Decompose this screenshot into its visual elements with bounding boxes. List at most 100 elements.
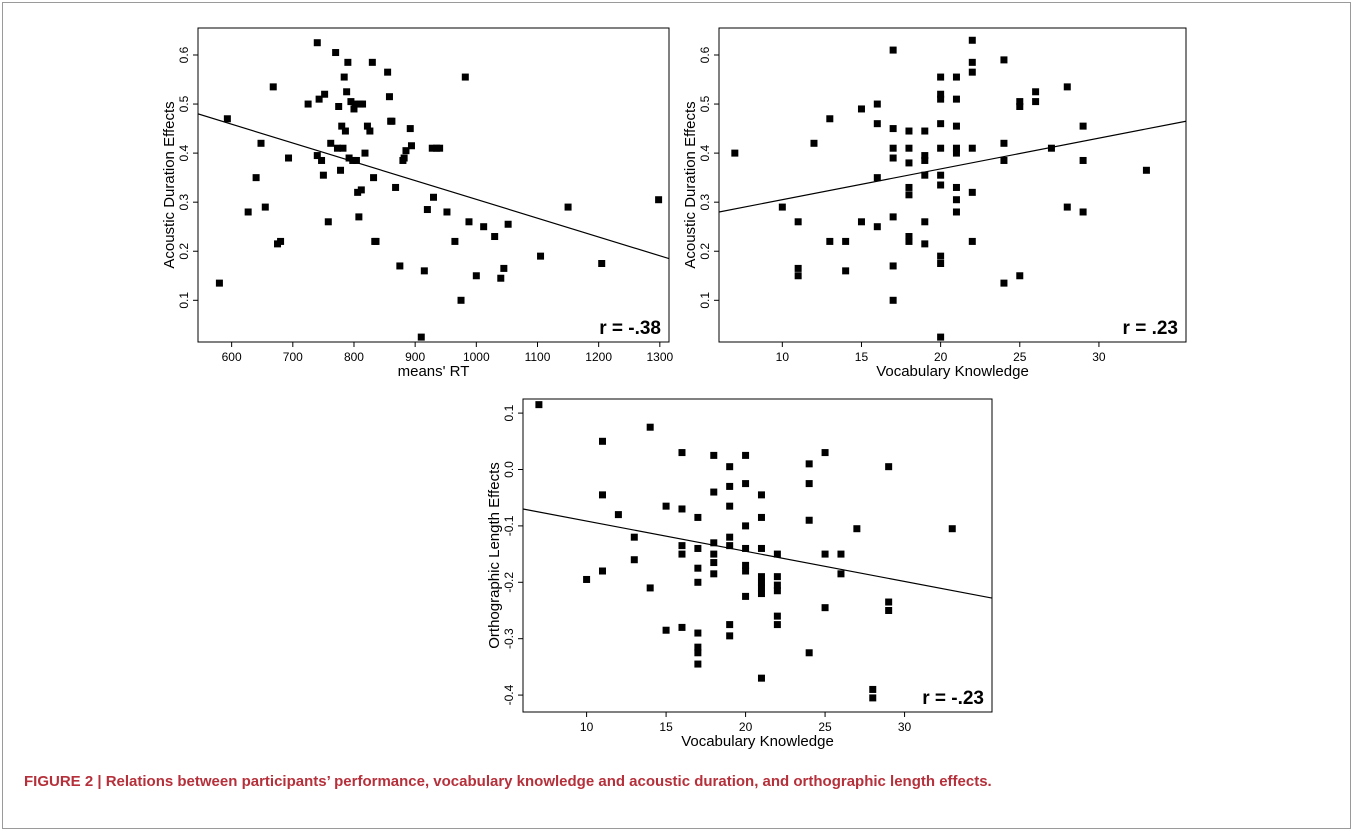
data-point	[710, 451, 718, 459]
data-point	[742, 544, 750, 552]
data-point	[564, 203, 572, 211]
data-point	[1079, 156, 1087, 164]
data-point	[285, 154, 293, 162]
data-point	[889, 144, 897, 152]
data-point	[344, 58, 352, 66]
data-point	[363, 122, 371, 130]
data-point	[842, 267, 850, 275]
data-point	[885, 463, 893, 471]
data-point	[937, 144, 945, 152]
plot-frame	[197, 27, 670, 343]
y-axis-label: Acoustic Duration Effects	[682, 101, 699, 268]
data-point	[366, 127, 374, 135]
data-point	[598, 437, 606, 445]
data-point	[731, 149, 739, 157]
data-point	[319, 171, 327, 179]
x-tick-label: 30	[1092, 350, 1106, 364]
data-point	[451, 237, 459, 245]
data-point	[343, 88, 351, 96]
data-point	[710, 539, 718, 547]
data-point	[406, 125, 414, 133]
data-point	[1142, 166, 1150, 174]
data-point	[837, 550, 845, 558]
data-point	[805, 516, 813, 524]
data-point	[921, 171, 929, 179]
data-point	[1016, 98, 1024, 106]
data-point	[921, 218, 929, 226]
data-point	[710, 559, 718, 567]
x-tick-label: 800	[344, 350, 364, 364]
data-point	[742, 451, 750, 459]
x-tick-label: 1200	[585, 350, 612, 364]
data-point	[417, 333, 425, 341]
data-point	[773, 550, 781, 558]
data-point	[921, 240, 929, 248]
data-point	[757, 513, 765, 521]
data-point	[742, 522, 750, 530]
data-point	[472, 272, 480, 280]
data-point	[361, 149, 369, 157]
data-point	[968, 237, 976, 245]
regression-line	[523, 508, 992, 599]
x-tick-label: 10	[580, 720, 594, 734]
data-point	[497, 274, 505, 282]
data-point	[726, 482, 734, 490]
data-point	[252, 174, 260, 182]
data-point	[857, 218, 865, 226]
x-tick-label: 700	[283, 350, 303, 364]
data-point	[794, 272, 802, 280]
plot-frame	[522, 398, 993, 713]
data-point	[351, 100, 359, 108]
plot-frame	[718, 27, 1187, 343]
data-point	[952, 144, 960, 152]
y-tick-label: 0.5	[177, 95, 191, 112]
data-point	[535, 401, 543, 409]
y-tick-label: 0.1	[177, 292, 191, 309]
data-point	[968, 58, 976, 66]
data-point	[937, 260, 945, 267]
data-point	[937, 252, 945, 260]
x-tick-label: 20	[739, 720, 753, 734]
data-point	[1079, 208, 1087, 216]
data-point	[614, 511, 622, 519]
x-tick-label: 10	[776, 350, 790, 364]
y-tick-label: 0.0	[502, 461, 516, 478]
data-point	[757, 674, 765, 682]
data-point	[357, 186, 365, 194]
x-axis-label: Vocabulary Knowledge	[681, 733, 834, 750]
data-point	[678, 623, 686, 631]
data-point	[869, 685, 877, 693]
data-point	[1000, 279, 1008, 287]
y-tick-label: -0.3	[502, 628, 516, 649]
data-point	[1016, 103, 1024, 110]
x-tick-label: 30	[898, 720, 912, 734]
correlation-label: r = .23	[1123, 318, 1178, 339]
data-point	[352, 156, 360, 164]
data-point	[937, 333, 945, 341]
data-point	[968, 144, 976, 152]
y-tick-label: 0.1	[698, 292, 712, 309]
data-point	[694, 643, 702, 651]
data-point	[430, 193, 437, 201]
data-point	[388, 117, 396, 125]
x-tick-label: 25	[1013, 350, 1027, 364]
data-point	[905, 183, 913, 191]
data-point	[921, 127, 929, 135]
data-point	[952, 95, 960, 103]
data-point	[396, 262, 404, 270]
data-point	[384, 68, 392, 76]
data-point	[889, 125, 897, 133]
data-point	[873, 120, 881, 128]
data-point	[968, 68, 976, 76]
data-point	[726, 542, 734, 550]
y-tick-label: 0.6	[177, 46, 191, 63]
data-point	[500, 264, 508, 272]
data-point	[1000, 139, 1008, 147]
data-point	[349, 156, 357, 164]
data-point	[333, 144, 341, 152]
y-tick-label: 0.2	[698, 243, 712, 260]
data-point	[339, 144, 347, 152]
y-tick-label: 0.3	[698, 194, 712, 211]
data-point	[742, 561, 750, 569]
